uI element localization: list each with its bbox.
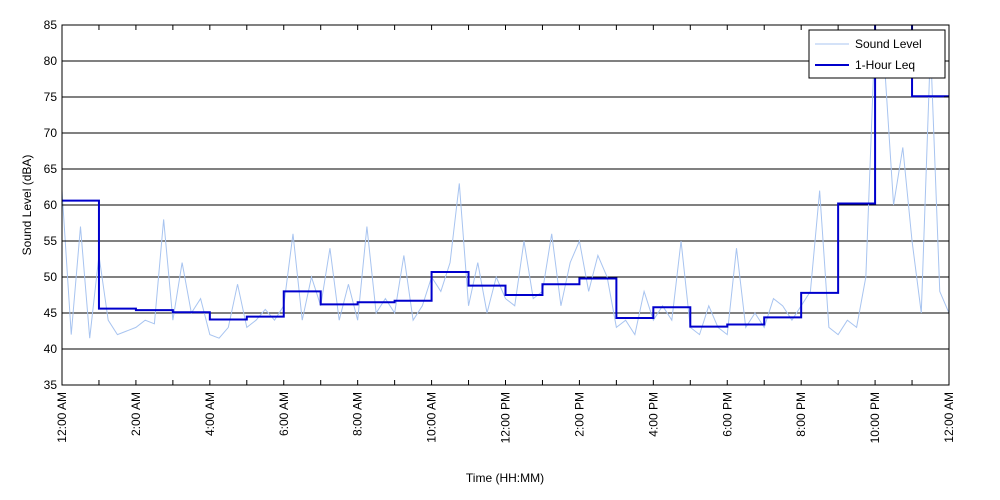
- legend: Sound Level 1-Hour Leq: [808, 29, 946, 79]
- x-tick-label: 12:00 AM: [942, 392, 956, 443]
- step-line: [62, 25, 949, 328]
- y-tick-label: 70: [44, 126, 58, 140]
- plot-lines: [62, 25, 949, 339]
- x-tick-label: 8:00 PM: [794, 392, 808, 437]
- y-tick-label: 80: [44, 54, 58, 68]
- x-tick-label: 4:00 AM: [203, 392, 217, 436]
- y-axis-label: Sound Level (dBA): [20, 155, 34, 256]
- y-tick-label: 75: [44, 90, 58, 104]
- legend-box: [808, 29, 946, 79]
- y-tick-label: 35: [44, 378, 58, 392]
- x-axis-label: Time (HH:MM): [466, 471, 544, 485]
- ticks: 35 40 45 50 55 60 65 70 75 80 85 12:00 AM 2:00 AM 4:0…: [44, 18, 956, 443]
- y-tick-label: 85: [44, 18, 58, 32]
- x-tick-label: 2:00 AM: [129, 392, 143, 436]
- x-tick-label: 6:00 AM: [277, 392, 291, 436]
- x-tick-label: 8:00 AM: [351, 392, 365, 436]
- y-tick-label: 60: [44, 198, 58, 212]
- x-tick-label: 12:00 PM: [499, 392, 513, 443]
- y-tick-label: 50: [44, 270, 58, 284]
- x-tick-label: 12:00 AM: [55, 392, 69, 443]
- y-tick-label: 45: [44, 306, 58, 320]
- x-tick-label: 6:00 PM: [720, 392, 734, 437]
- y-tick-label: 55: [44, 234, 58, 248]
- legend-label: Sound Level: [855, 37, 922, 51]
- x-tick-label: 4:00 PM: [646, 392, 660, 437]
- x-tick-label: 10:00 AM: [425, 392, 439, 443]
- x-tick-label: 2:00 PM: [572, 392, 586, 437]
- x-tick-label: 10:00 PM: [868, 392, 882, 443]
- y-tick-label: 65: [44, 162, 58, 176]
- legend-label: 1-Hour Leq: [855, 58, 915, 72]
- y-tick-label: 40: [44, 342, 58, 356]
